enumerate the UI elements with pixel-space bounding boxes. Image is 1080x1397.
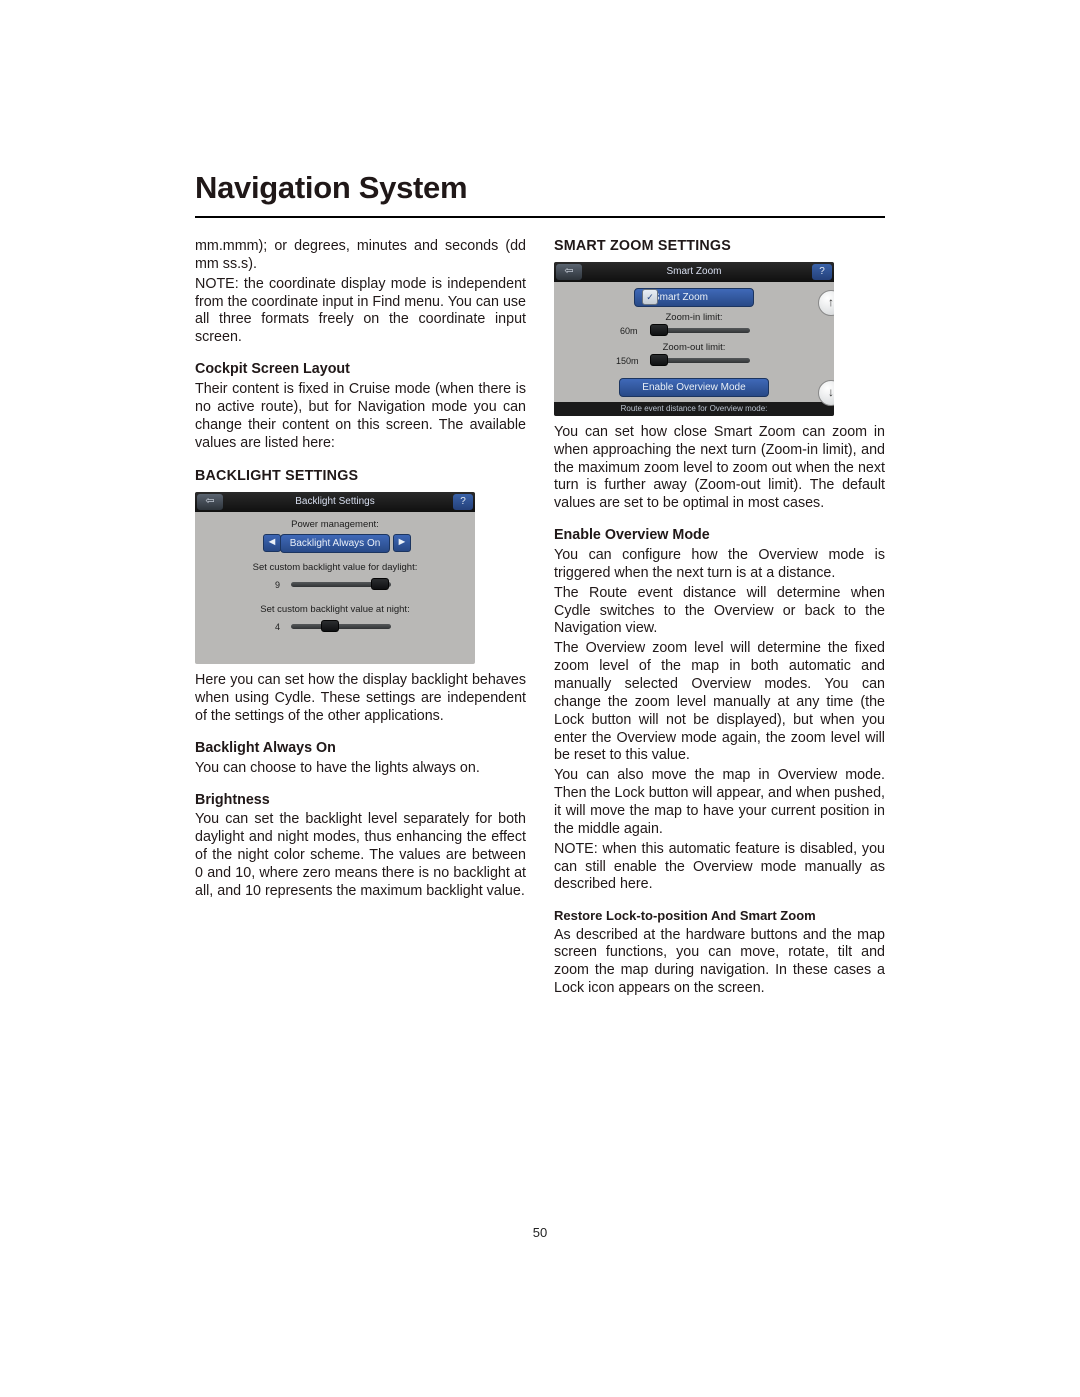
right-column: SMART ZOOM SETTINGS Smart Zoom ⇦ ? Smart… xyxy=(554,238,885,1000)
enable-overview-heading: Enable Overview Mode xyxy=(554,527,885,545)
night-slider-thumb[interactable] xyxy=(321,620,339,632)
overview-p3: The Overview zoom level will determine t… xyxy=(554,640,885,765)
zoom-out-limit-value: 150m xyxy=(616,356,639,367)
power-management-label: Power management: xyxy=(195,519,475,531)
help-button[interactable]: ? xyxy=(453,494,473,510)
screenshot-title-bar: Backlight Settings xyxy=(195,492,475,512)
night-slider-label: Set custom backlight value at night: xyxy=(195,604,475,616)
coord-format-line: mm.mmm); or degrees, minutes and seconds… xyxy=(195,238,526,274)
two-column-layout: mm.mmm); or degrees, minutes and seconds… xyxy=(195,238,885,1000)
overview-p1: You can configure how the Overview mode … xyxy=(554,547,885,583)
manual-page: Navigation System mm.mmm); or degrees, m… xyxy=(195,170,885,1000)
restore-lock-heading: Restore Lock-to-position And Smart Zoom xyxy=(554,908,885,924)
mode-next-button[interactable]: ► xyxy=(393,534,411,552)
zoom-out-limit-label: Zoom-out limit: xyxy=(554,342,834,354)
daylight-slider-value: 9 xyxy=(275,580,280,591)
daylight-slider-thumb[interactable] xyxy=(371,578,389,590)
backlight-screenshot: Backlight Settings ⇦ ? Power management:… xyxy=(195,492,475,664)
smart-zoom-screenshot: Smart Zoom ⇦ ? Smart Zoom ✓ Zoom-in limi… xyxy=(554,262,834,416)
backlight-always-on-body: You can choose to have the lights always… xyxy=(195,760,526,778)
night-slider-value: 4 xyxy=(275,622,280,633)
backlight-mode-button[interactable]: Backlight Always On xyxy=(280,534,390,553)
cockpit-body: Their content is fixed in Cruise mode (w… xyxy=(195,381,526,452)
brightness-heading: Brightness xyxy=(195,792,526,810)
overview-p4: You can also move the map in Overview mo… xyxy=(554,767,885,838)
smart-zoom-checkbox[interactable]: ✓ xyxy=(642,289,658,305)
cockpit-heading: Cockpit Screen Layout xyxy=(195,361,526,379)
zoom-in-limit-value: 60m xyxy=(620,326,638,337)
help-button[interactable]: ? xyxy=(812,264,832,280)
restore-lock-body: As described at the hardware buttons and… xyxy=(554,927,885,998)
backlight-always-on-heading: Backlight Always On xyxy=(195,740,526,758)
page-number: 50 xyxy=(0,1225,1080,1240)
mode-prev-button[interactable]: ◄ xyxy=(263,534,281,552)
left-column: mm.mmm); or degrees, minutes and seconds… xyxy=(195,238,526,1000)
daylight-slider-label: Set custom backlight value for daylight: xyxy=(195,562,475,574)
screenshot-title-bar: Smart Zoom xyxy=(554,262,834,282)
zoom-out-slider-thumb[interactable] xyxy=(650,354,668,366)
title-rule xyxy=(195,216,885,218)
enable-overview-mode-button[interactable]: Enable Overview Mode xyxy=(619,378,769,397)
overview-p5: NOTE: when this automatic feature is dis… xyxy=(554,841,885,895)
zoom-in-limit-label: Zoom-in limit: xyxy=(554,312,834,324)
backlight-section-heading: BACKLIGHT SETTINGS xyxy=(195,468,526,486)
smart-zoom-section-heading: SMART ZOOM SETTINGS xyxy=(554,238,885,256)
page-title: Navigation System xyxy=(195,170,885,206)
back-button[interactable]: ⇦ xyxy=(197,494,223,510)
night-slider-track[interactable] xyxy=(291,624,391,629)
screenshot-footer-label: Route event distance for Overview mode: xyxy=(554,402,834,416)
coord-note: NOTE: the coordinate display mode is ind… xyxy=(195,276,526,347)
zoom-in-slider-thumb[interactable] xyxy=(650,324,668,336)
smart-zoom-intro: You can set how close Smart Zoom can zoo… xyxy=(554,424,885,513)
brightness-body: You can set the backlight level separate… xyxy=(195,811,526,900)
overview-p2: The Route event distance will determine … xyxy=(554,585,885,639)
back-button[interactable]: ⇦ xyxy=(556,264,582,280)
backlight-intro: Here you can set how the display backlig… xyxy=(195,672,526,726)
